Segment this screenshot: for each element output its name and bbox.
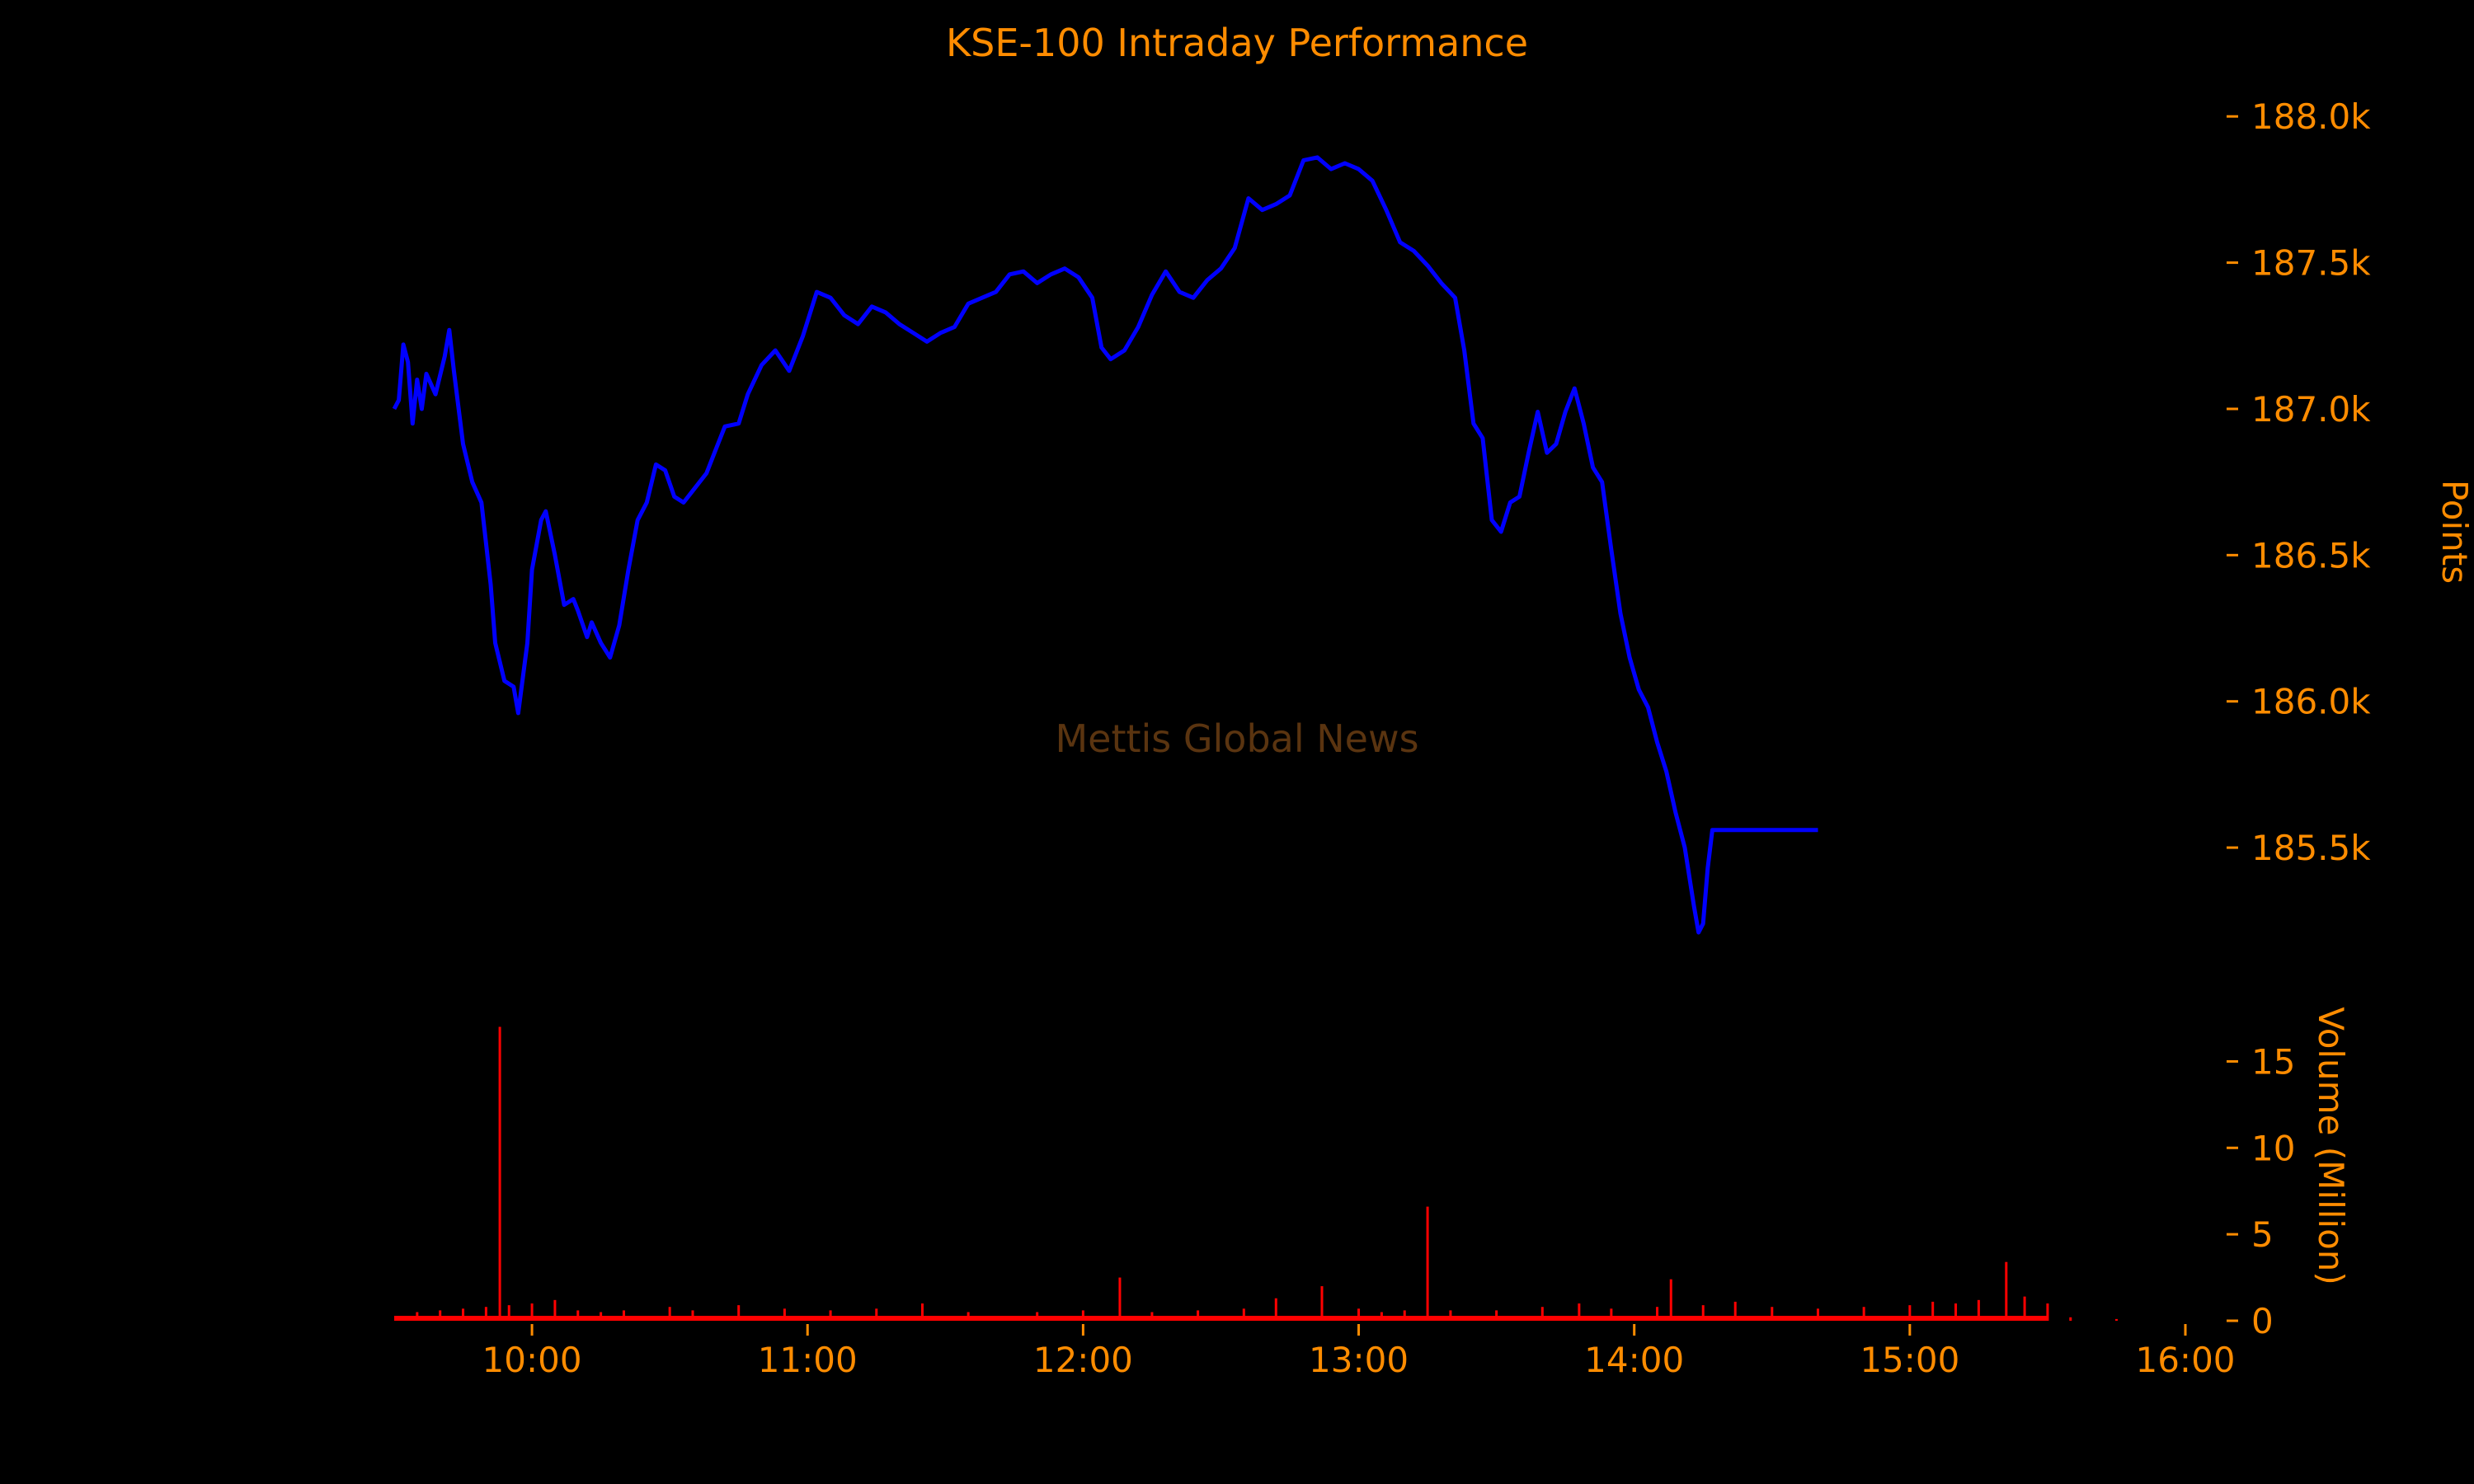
volume-bar	[600, 1312, 603, 1321]
volume-bar	[691, 1310, 694, 1321]
volume-bar	[1733, 1301, 1737, 1321]
volume-bar	[1954, 1303, 1958, 1321]
volume-bar	[829, 1310, 832, 1321]
volume-bar	[2069, 1317, 2072, 1321]
volume-bar	[1426, 1206, 1429, 1321]
volume-bar	[920, 1303, 924, 1321]
volume-bar	[1242, 1308, 1245, 1321]
time-tick-label: 10:00	[482, 1340, 582, 1380]
volume-bar	[2046, 1303, 2049, 1321]
volume-bar	[1081, 1310, 1084, 1321]
volume-bar	[1908, 1305, 1912, 1321]
volume-bar	[1357, 1308, 1361, 1321]
volume-bar	[1449, 1310, 1452, 1321]
volume-bar	[462, 1308, 465, 1321]
price-tick-label: 188.0k	[2251, 96, 2371, 137]
volume-bar	[875, 1308, 878, 1321]
price-axis-label: Points	[2434, 480, 2474, 584]
volume-bar	[1150, 1312, 1154, 1321]
time-tick-label: 15:00	[1860, 1340, 1959, 1380]
price-tick-label: 185.5k	[2251, 828, 2371, 868]
volume-bar	[1274, 1298, 1277, 1321]
volume-bar	[2005, 1261, 2008, 1321]
watermark-text: Mettis Global News	[1055, 716, 1418, 761]
time-axis: 10:00 11:00 12:00 13:00 14:00 15:00 16:00	[482, 1324, 2236, 1380]
time-tick-label: 13:00	[1309, 1340, 1409, 1380]
volume-bar	[1656, 1307, 1659, 1321]
volume-bar	[439, 1310, 442, 1321]
volume-bar	[1816, 1308, 1819, 1321]
volume-bar	[1036, 1312, 1039, 1321]
volume-bar	[1771, 1307, 1774, 1321]
volume-axis-label: Volume (Million)	[2311, 1007, 2351, 1285]
time-tick-label: 14:00	[1584, 1340, 1684, 1380]
volume-baseline	[394, 1316, 2048, 1321]
price-series-line	[392, 155, 1818, 935]
volume-bar	[1862, 1307, 1865, 1321]
time-tick-label: 16:00	[2135, 1340, 2235, 1380]
volume-bar	[1610, 1308, 1613, 1321]
volume-tick-label: 5	[2251, 1214, 2274, 1255]
volume-bar	[530, 1303, 534, 1321]
volume-bar	[553, 1299, 557, 1321]
volume-bar	[783, 1308, 786, 1321]
volume-bar	[507, 1305, 510, 1321]
volume-bar	[1320, 1286, 1324, 1321]
price-series-group	[392, 155, 1818, 935]
price-tick-label: 186.5k	[2251, 535, 2371, 575]
volume-bars-group	[394, 1026, 2118, 1321]
volume-bar	[622, 1310, 625, 1321]
volume-bar	[1701, 1305, 1705, 1321]
volume-bar	[484, 1307, 487, 1321]
chart-title: KSE-100 Intraday Performance	[946, 21, 1528, 65]
volume-bar	[1931, 1301, 1935, 1321]
volume-bar	[1403, 1310, 1406, 1321]
time-tick-label: 11:00	[758, 1340, 858, 1380]
price-axis: 185.5k 186.0k 186.5k 187.0k 187.5k 188.0k	[2227, 96, 2371, 868]
volume-bar	[1578, 1303, 1581, 1321]
volume-bar	[668, 1307, 671, 1321]
volume-bar	[1495, 1310, 1498, 1321]
volume-bar	[737, 1305, 741, 1321]
volume-bar	[1669, 1279, 1672, 1321]
volume-bar	[1540, 1307, 1544, 1321]
volume-bar	[1197, 1310, 1200, 1321]
time-tick-label: 12:00	[1033, 1340, 1133, 1380]
price-tick-label: 186.0k	[2251, 682, 2371, 722]
volume-bar	[1118, 1277, 1122, 1321]
volume-axis: 0 5 10 15	[2227, 1041, 2295, 1341]
volume-bar	[576, 1310, 580, 1321]
volume-bar	[1977, 1299, 1980, 1321]
volume-tick-label: 15	[2251, 1041, 2295, 1082]
volume-bar	[967, 1312, 970, 1321]
volume-bar	[498, 1026, 501, 1321]
price-tick-label: 187.5k	[2251, 243, 2371, 284]
volume-tick-label: 0	[2251, 1301, 2274, 1341]
volume-bar	[2023, 1296, 2026, 1321]
volume-bar	[416, 1312, 419, 1321]
volume-bar	[1380, 1312, 1383, 1321]
volume-bar	[2114, 1318, 2118, 1321]
volume-tick-label: 10	[2251, 1128, 2295, 1168]
price-tick-label: 187.0k	[2251, 389, 2371, 430]
